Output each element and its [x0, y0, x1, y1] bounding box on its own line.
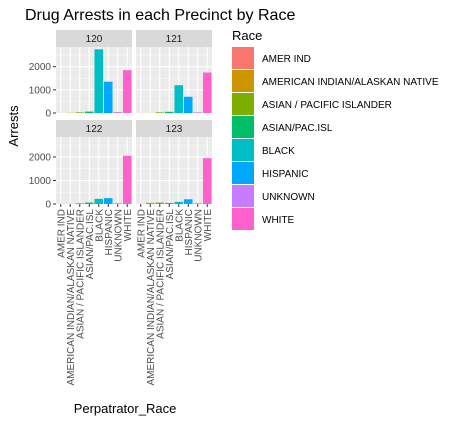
legend-label: ASIAN / PACIFIC ISLANDER — [262, 100, 392, 111]
legend-item: ASIAN / PACIFIC ISLANDER — [232, 93, 392, 115]
legend-key — [232, 162, 254, 184]
y-axis-title: Arrests — [6, 105, 21, 147]
bar-121-5 — [184, 97, 193, 113]
bar-120-4 — [94, 49, 103, 113]
bar-123-4 — [174, 202, 183, 204]
legend-key — [232, 47, 254, 69]
legend-item: AMER IND — [232, 47, 311, 69]
panel-background — [136, 47, 212, 113]
legend-label: AMER IND — [262, 54, 311, 65]
bar-123-2 — [155, 203, 164, 204]
y-tick-label: 2000 — [29, 62, 52, 73]
facet-panel-120: 120 0 1000 2000 — [29, 30, 132, 120]
bar-121-4 — [174, 85, 183, 113]
y-tick-label: 2000 — [29, 152, 52, 163]
legend-label: UNKNOWN — [262, 192, 315, 203]
panel-background — [136, 137, 212, 204]
y-tick-label: 1000 — [29, 176, 52, 187]
bar-121-6 — [193, 112, 202, 113]
legend-key — [232, 139, 254, 161]
chart-title: Drug Arrests in each Precinct by Race — [25, 7, 295, 24]
facet-strip-label: 123 — [166, 124, 183, 135]
bar-123-5 — [184, 199, 193, 204]
legend-label: HISPANIC — [262, 169, 309, 180]
bar-122-5 — [104, 198, 113, 204]
legend-label: BLACK — [262, 146, 295, 157]
bar-120-6 — [113, 112, 122, 113]
bar-122-6 — [113, 203, 122, 204]
legend-item: BLACK — [232, 139, 295, 161]
legend-label: ASIAN/PAC.ISL — [262, 123, 333, 134]
legend-item: ASIAN/PAC.ISL — [232, 116, 333, 138]
facet-strip-label: 121 — [166, 34, 183, 45]
legend: Race AMER IND AMERICAN INDIAN/ALASKAN NAT… — [232, 28, 439, 230]
bar-123-6 — [193, 203, 202, 204]
legend-title: Race — [232, 28, 262, 43]
legend-key — [232, 208, 254, 230]
facet-panel-121: 121 — [136, 30, 212, 113]
panel-background — [56, 47, 132, 113]
bar-122-4 — [94, 199, 103, 204]
y-tick-label: 1000 — [29, 85, 52, 96]
panel-background — [56, 137, 132, 204]
facet-panel-123: 123 — [136, 120, 212, 207]
legend-item: UNKNOWN — [232, 185, 315, 207]
bar-120-7 — [123, 70, 132, 113]
legend-label: WHITE — [262, 215, 295, 226]
y-tick-label: 0 — [45, 200, 51, 211]
facet-panel-122: 122 0 1000 2000 — [29, 120, 132, 211]
bar-120-3 — [85, 112, 94, 113]
bar-123-1 — [146, 203, 155, 204]
facet-panels: 120 0 1000 2000 121 122 0 1000 2000 123 — [29, 30, 212, 211]
legend-key — [232, 93, 254, 115]
bar-122-7 — [123, 156, 132, 204]
x-tick-label: WHITE — [203, 209, 214, 242]
legend-item: AMERICAN INDIAN/ALASKAN NATIVE — [232, 70, 439, 92]
bar-120-2 — [75, 112, 84, 113]
legend-key — [232, 70, 254, 92]
bar-122-2 — [75, 203, 84, 204]
x-tick-label: WHITE — [123, 209, 134, 242]
facet-strip-label: 120 — [86, 34, 103, 45]
legend-key — [232, 185, 254, 207]
legend-items: AMER IND AMERICAN INDIAN/ALASKAN NATIVE AS… — [232, 47, 439, 230]
bar-121-7 — [203, 72, 212, 113]
legend-item: HISPANIC — [232, 162, 309, 184]
y-tick-label: 0 — [45, 109, 51, 120]
bar-120-5 — [104, 82, 113, 113]
x-axis-title: Perpatrator_Race — [74, 401, 177, 416]
bar-122-3 — [85, 203, 94, 204]
bar-123-3 — [165, 203, 174, 204]
facet-strip-label: 122 — [86, 124, 103, 135]
bar-121-3 — [165, 112, 174, 113]
legend-item: WHITE — [232, 208, 295, 230]
bar-123-7 — [203, 158, 212, 204]
legend-label: AMERICAN INDIAN/ALASKAN NATIVE — [262, 77, 439, 88]
legend-key — [232, 116, 254, 138]
bar-121-2 — [155, 112, 164, 113]
